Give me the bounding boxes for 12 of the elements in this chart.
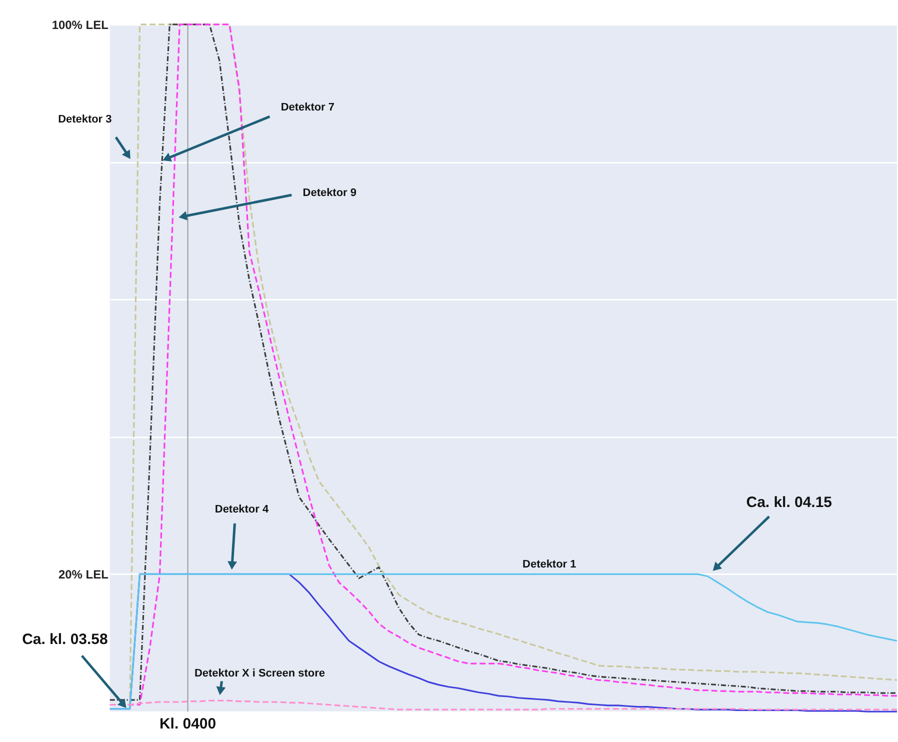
annotation: Detektor 9: [302, 187, 356, 200]
text: Ca. kl. 03.58: [22, 631, 108, 648]
annotation: Ca. kl. 04.15: [746, 494, 832, 511]
annotation: Detektor 3: [58, 113, 112, 126]
annotation: Detektor 4: [214, 504, 270, 516]
text: Kl. 0400: [159, 715, 216, 732]
y-tick-label: 100% LEL: [52, 18, 108, 32]
y-tick-label: 20% LEL: [58, 568, 108, 582]
annotation: Detektor X i Screen store: [194, 667, 325, 680]
annotation: Detektor 1: [522, 558, 576, 571]
line-series: [109, 700, 898, 710]
annotation: Detektor 7: [280, 102, 334, 114]
